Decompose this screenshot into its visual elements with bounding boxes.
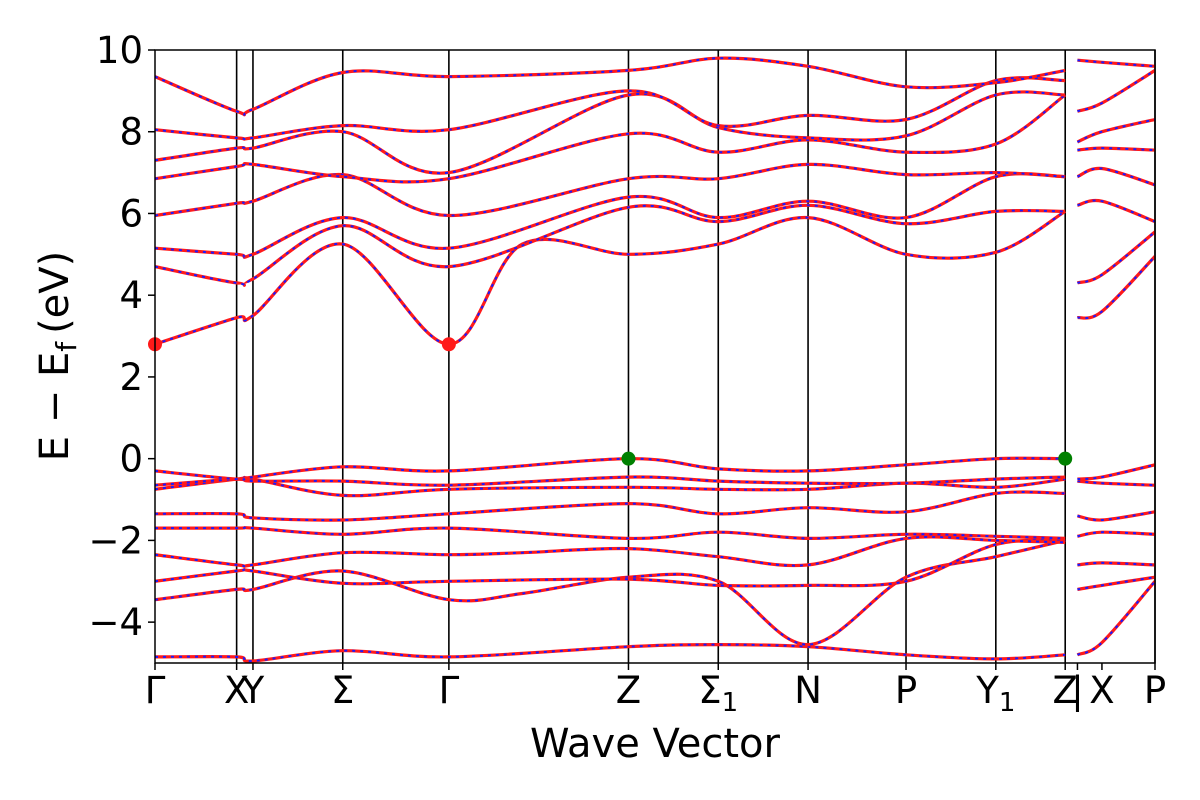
band-lines (155, 56, 1155, 663)
band-line-dashed-24 (1077, 255, 1155, 320)
x-tick-label-0: Γ (145, 669, 166, 712)
x-axis-ticks: Γ XY Σ Γ Z Σ1 N P Y1 Z| X P (145, 663, 1166, 718)
highlight-point-3 (1058, 451, 1073, 466)
y-axis-ticks: 10 8 6 4 2 0 −2 −4 (88, 29, 155, 644)
highlight-point-1 (441, 337, 456, 352)
band-line-dashed-30 (1077, 69, 1155, 113)
band-line-dashed-26 (1077, 199, 1155, 223)
band-line-26 (1076, 198, 1155, 224)
plot-frame (154, 49, 1156, 664)
band-line-12 (155, 162, 1066, 218)
band-line-23 (1077, 463, 1155, 481)
band-line-16 (155, 56, 1066, 117)
x-tick-label-11: | (1071, 669, 1083, 712)
band-line-dashed-22 (1077, 480, 1155, 487)
x-axis-title: Wave Vector (530, 721, 781, 767)
band-line-dashed-19 (1077, 561, 1155, 566)
kpoint-dividers (235, 50, 1156, 663)
x-tick-label-10: Z (1053, 669, 1078, 712)
y-tick-label-1: 8 (119, 111, 143, 154)
band-line-dashed-4 (155, 526, 1066, 540)
x-tick-label-8: P (895, 669, 917, 712)
band-line-5 (155, 490, 1066, 522)
x-tick-label-9: Y1 (975, 669, 1015, 718)
y-tick-label-2: 6 (119, 192, 143, 235)
x-tick-label-5: Z (616, 669, 641, 712)
band-line-dashed-14 (155, 90, 1066, 175)
band-line-dashed-13 (155, 94, 1066, 183)
x-tick-label-3: Σ (331, 669, 354, 712)
highlight-points (148, 337, 1073, 466)
band-line-dashed-2 (155, 539, 1066, 588)
y-axis-title: E − Ef (eV) (32, 251, 83, 462)
band-line-dashed-29 (1076, 118, 1155, 143)
band-line-dashed-25 (1077, 231, 1155, 284)
y-tick-label-0: 10 (96, 29, 143, 72)
band-line-29 (1076, 117, 1155, 144)
y-axis-title-sub: f (50, 341, 83, 352)
y-axis-title-unit: (eV) (32, 251, 78, 334)
band-line-dashed-12 (155, 163, 1066, 217)
band-line-dashed-20 (1077, 531, 1155, 538)
band-line-dashed-15 (155, 76, 1066, 141)
band-line-dashed-9 (155, 210, 1066, 346)
band-line-1 (155, 538, 1066, 647)
band-line-dashed-16 (155, 57, 1066, 116)
band-line-dashed-3 (155, 535, 1066, 568)
x-tick-label-12: X (1089, 669, 1114, 712)
band-line-11 (155, 172, 1066, 259)
y-tick-label-3: 4 (119, 274, 143, 317)
highlight-point-2 (621, 451, 636, 466)
band-line-dashed-7 (155, 476, 1066, 487)
y-tick-label-7: −4 (88, 601, 143, 644)
band-line-dashed-31 (1077, 59, 1155, 68)
x-tick-label-6: Σ1 (698, 669, 738, 718)
y-tick-label-5: 0 (119, 438, 143, 481)
x-tick-label-2: Y (241, 669, 265, 712)
band-line-dashed-17 (1076, 580, 1155, 656)
x-tick-label-1: X (224, 669, 249, 712)
band-line-dashed-23 (1077, 463, 1155, 481)
x-tick-label-4: Γ (439, 669, 460, 712)
band-line-dashed-27 (1076, 167, 1155, 186)
y-tick-label-6: −2 (88, 519, 143, 562)
band-line-dashed-0 (155, 643, 1066, 663)
band-line-dashed-8 (155, 457, 1066, 481)
band-line-dashed-21 (1077, 510, 1155, 522)
y-axis-title-main: E − E (32, 352, 78, 462)
band-line-3 (155, 535, 1066, 568)
x-tick-label-13: P (1144, 669, 1166, 712)
band-line-dashed-1 (155, 539, 1066, 646)
band-line-25 (1076, 230, 1155, 285)
band-line-30 (1076, 69, 1155, 113)
band-line-9 (155, 210, 1067, 346)
x-tick-label-7: N (794, 669, 822, 712)
band-line-dashed-28 (1077, 147, 1155, 152)
y-tick-label-4: 2 (119, 356, 143, 399)
band-line-dashed-18 (1077, 576, 1155, 591)
band-line-dashed-5 (155, 491, 1066, 522)
band-line-17 (1076, 580, 1155, 657)
band-line-10 (155, 203, 1066, 287)
